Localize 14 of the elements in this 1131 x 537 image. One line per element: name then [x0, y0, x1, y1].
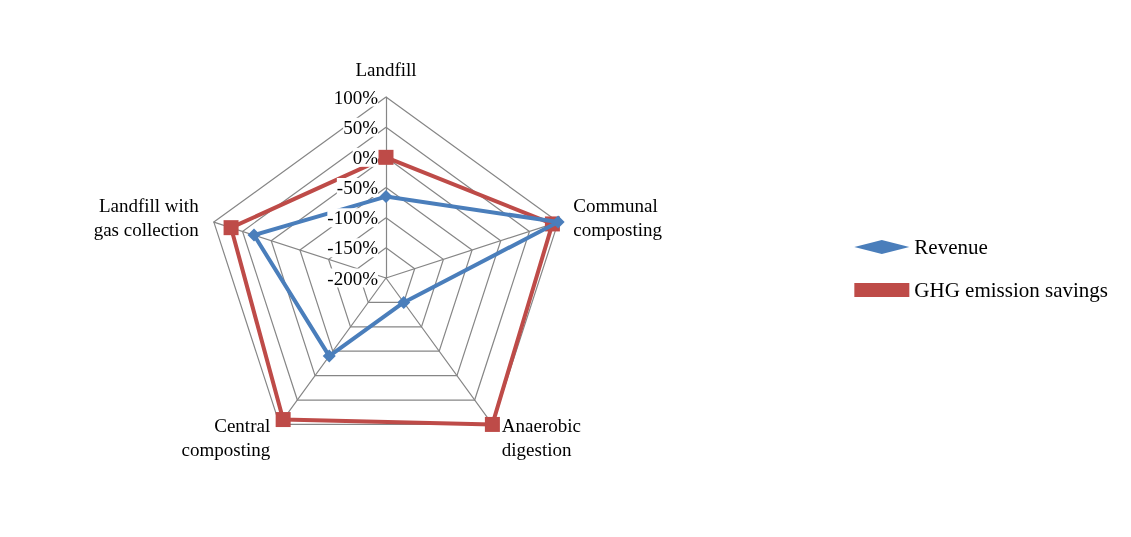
y-tick-label: 0% [352, 146, 379, 168]
spoke-label: Communal composting [573, 194, 663, 240]
y-tick-label: 50% [343, 116, 379, 138]
spoke-label: Landfill with gas collection [93, 194, 200, 240]
spoke-label: Landfill [355, 58, 417, 80]
y-tick-label: -200% [327, 267, 379, 289]
legend-label: Revenue [914, 235, 988, 259]
y-tick-label: -100% [327, 207, 379, 229]
legend-label: GHG emission savings [914, 278, 1109, 302]
spoke-label: Anaerobic digestion [501, 414, 581, 460]
spoke-label: Central composting [181, 414, 271, 460]
y-tick-label: 100% [333, 86, 379, 108]
y-tick-label: -50% [336, 177, 379, 198]
y-tick-label: -150% [327, 237, 379, 259]
